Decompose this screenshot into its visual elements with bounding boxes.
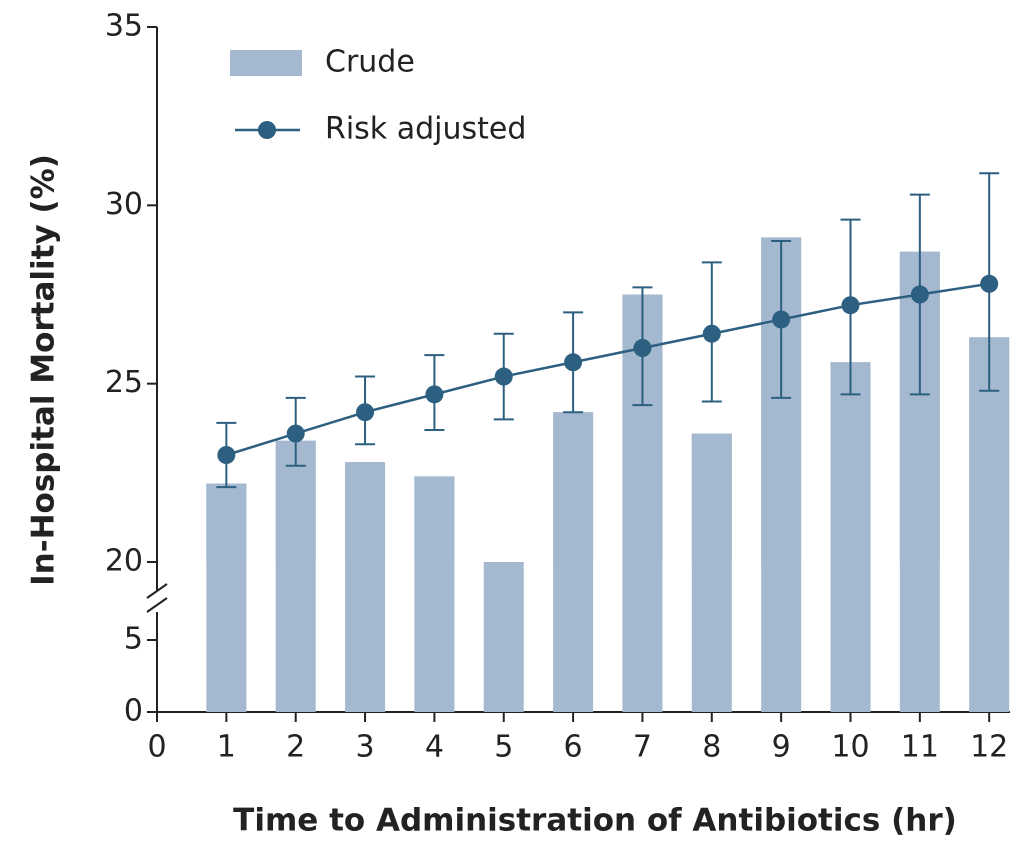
point: [980, 274, 999, 293]
bar-lower: [691, 433, 732, 712]
x-tick-label: 4: [425, 730, 444, 765]
y-tick-label: 30: [105, 187, 143, 222]
bar-lower: [414, 476, 455, 712]
x-tick-label: 11: [901, 730, 939, 765]
point: [702, 324, 721, 343]
point: [494, 367, 513, 386]
bar-lower: [275, 440, 316, 712]
point: [425, 385, 444, 404]
y-axis-label: In-Hospital Mortality (%): [26, 154, 62, 586]
x-tick-label: 8: [702, 730, 721, 765]
point: [564, 353, 583, 372]
y-tick-label: 5: [124, 622, 143, 657]
bar-lower: [345, 462, 386, 712]
point: [633, 339, 652, 357]
x-tick-label: 10: [831, 730, 869, 765]
x-tick-label: 2: [286, 730, 305, 765]
axis-break: [146, 597, 168, 613]
point: [286, 424, 305, 443]
point: [772, 310, 791, 329]
y-tick-label: 20: [105, 544, 143, 579]
x-tick-label: 7: [633, 730, 652, 765]
x-tick-label: 1: [217, 730, 236, 765]
x-tick-label: 12: [970, 730, 1008, 765]
x-tick-label: 6: [564, 730, 583, 765]
y-tick-label: 0: [124, 694, 143, 729]
point: [841, 296, 860, 315]
bar-lower: [483, 562, 524, 712]
bar-lower: [553, 412, 594, 712]
point: [217, 446, 236, 464]
x-axis-label: Time to Administration of Antibiotics (h…: [233, 803, 957, 839]
x-tick-label: 3: [356, 730, 375, 765]
point: [356, 403, 375, 422]
x-tick-label: 0: [147, 730, 166, 765]
x-tick-label: 9: [772, 730, 791, 765]
y-tick-label: 35: [105, 9, 143, 44]
y-tick-label: 25: [105, 365, 143, 400]
bar-lower: [206, 483, 247, 712]
legend-label: Risk adjusted: [325, 112, 526, 147]
point: [910, 285, 929, 304]
axis-break: [146, 583, 168, 599]
legend-label: Crude: [325, 45, 415, 80]
bar-lower: [969, 337, 1010, 712]
x-tick-label: 5: [494, 730, 513, 765]
bar-lower: [830, 362, 871, 712]
line: [225, 282, 990, 457]
legend-swatch: [230, 50, 302, 76]
legend-swatch: [258, 121, 276, 139]
